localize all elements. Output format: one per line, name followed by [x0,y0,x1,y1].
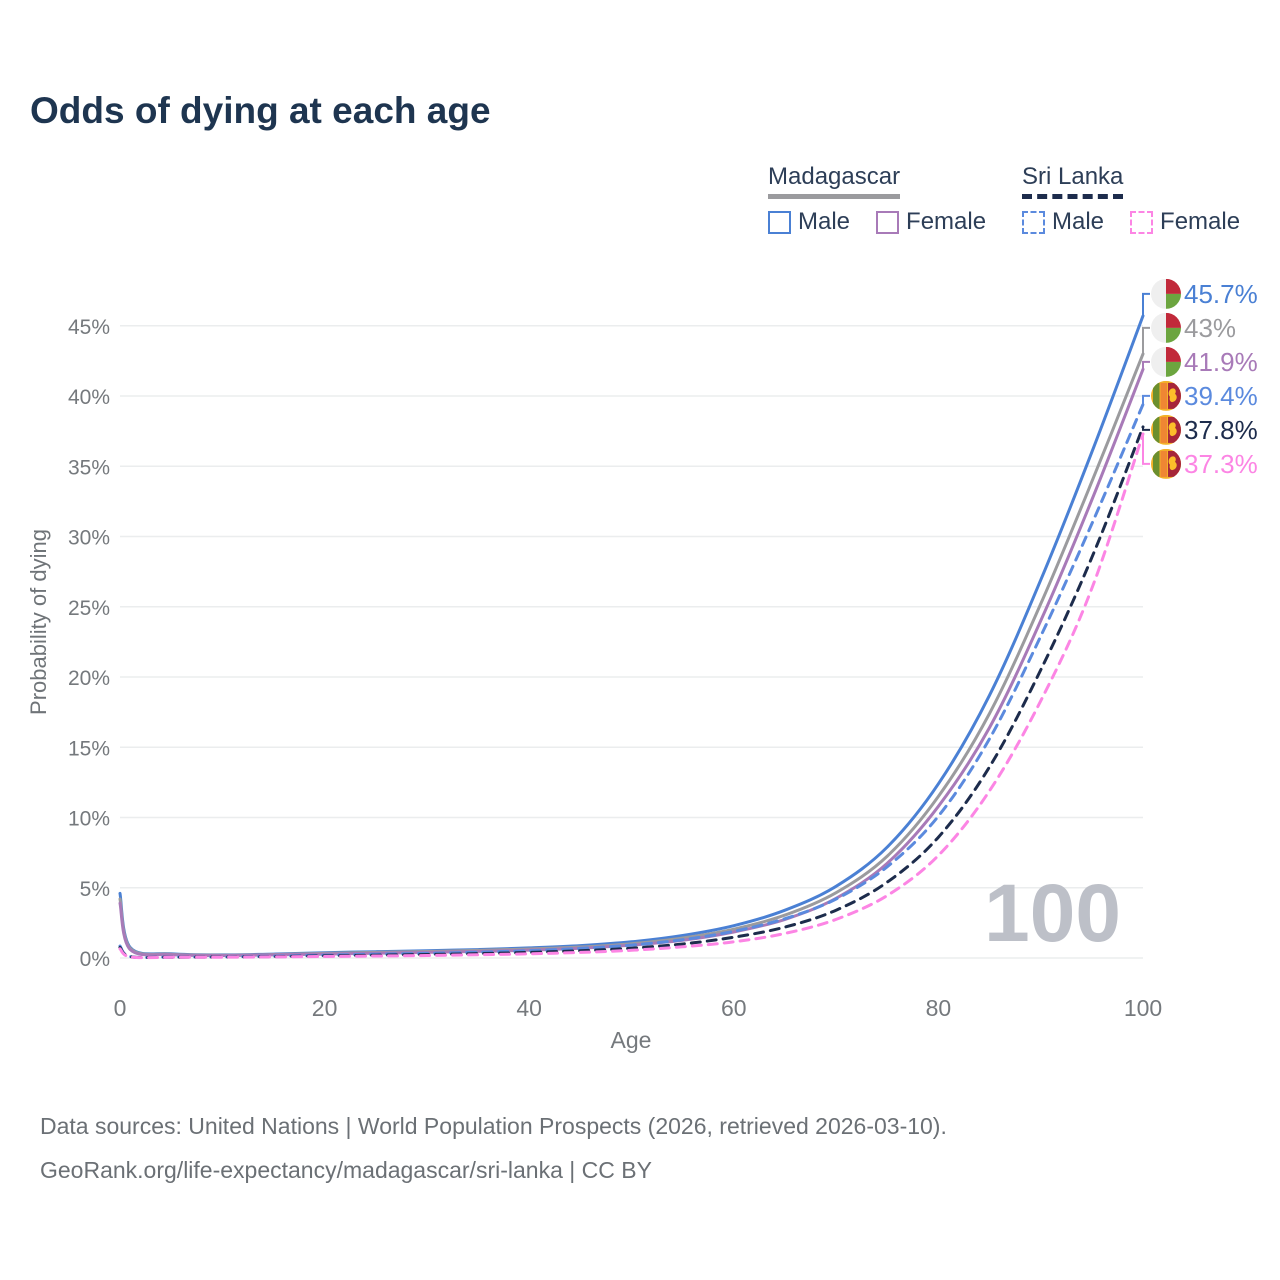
x-tick-label: 100 [1124,995,1162,1021]
y-tick-label: 5% [80,878,110,901]
y-tick-label: 10% [68,808,110,831]
y-tick-label: 20% [68,667,110,690]
legend-item-label: Male [798,208,851,235]
leader-line [1142,433,1150,465]
y-tick-label: 0% [80,948,110,971]
sri-lanka-flag-icon [1151,381,1181,411]
x-tick-label: 60 [721,995,747,1021]
axis-labels: 0% 5% 10% 15% 20% 25% 30% 35% 40% 45% 0 20 40 60 80 100 [68,316,1162,1021]
sri-lanka-female-swatch-icon [1130,210,1154,234]
line-madagascar-both-sexes[interactable] [118,352,1145,957]
madagascar-flag-icon [1151,279,1181,309]
legend-group-madagascar: Madagascar Male Female [768,163,986,236]
end-value-label-madagascar-both-sexes: 43% [1184,313,1236,343]
y-tick-label: 25% [68,597,110,620]
leader-line [1142,360,1150,370]
x-tick-label: 20 [312,995,338,1021]
legend-group-sri-lanka: Sri Lanka Male Female [1022,163,1240,236]
madagascar-flag-icon [1151,313,1181,343]
madagascar-flag-icon [1151,347,1181,377]
end-value-label-sri-lanka-female: 37.3% [1184,449,1258,479]
legend-item-label: Female [906,208,987,235]
legend-item-sri-lanka-male[interactable]: Male [1022,208,1104,236]
end-value-label-madagascar-female: 41.9% [1184,347,1258,377]
sri-lanka-flag-icon [1151,415,1181,445]
madagascar-male-swatch-icon [768,210,791,234]
sri-lanka-flag-icon [1151,449,1181,479]
x-tick-label: 40 [516,995,542,1021]
x-tick-label: 0 [114,995,127,1021]
attribution-line: GeoRank.org/life-expectancy/madagascar/s… [40,1157,652,1183]
legend-country-sri-lanka: Sri Lanka [1022,163,1124,199]
legend-country-madagascar: Madagascar [768,163,901,199]
page-title: Odds of dying at each age [30,90,491,131]
series-lines [118,314,1145,960]
y-axis-title: Probability of dying [26,529,51,715]
end-value-label-sri-lanka-both-sexes: 37.8% [1184,415,1258,445]
y-tick-label: 40% [68,386,110,409]
legend-item-label: Female [1160,208,1241,235]
line-madagascar-male[interactable] [118,314,1145,957]
x-tick-label: 80 [926,995,952,1021]
sri-lanka-male-swatch-icon [1022,210,1045,234]
y-tick-label: 45% [68,316,110,339]
legend-item-madagascar-male[interactable]: Male [768,208,850,236]
line-sri-lanka-female[interactable] [118,432,1145,960]
data-sources-line: Data sources: United Nations | World Pop… [40,1113,947,1139]
legend-item-madagascar-female[interactable]: Female [876,208,986,236]
madagascar-female-swatch-icon [876,210,900,234]
footer: Data sources: United Nations | World Pop… [40,1104,947,1192]
leader-line [1142,426,1150,431]
y-tick-label: 30% [68,527,110,550]
end-value-label-sri-lanka-male: 39.4% [1184,381,1258,411]
legend-item-label: Male [1052,208,1105,235]
leader-line [1142,292,1150,316]
legend-row-sri-lanka: Male Female [1022,208,1240,236]
legend-row-madagascar: Male Female [768,208,986,236]
gridlines [120,325,1143,959]
age-watermark: 100 [984,868,1121,959]
leader-line [1142,326,1150,354]
y-tick-label: 15% [68,737,110,760]
end-annotations: 45.7% 43% 41.9% 39.4% 37.8% 37.3% [1142,278,1258,479]
y-tick-label: 35% [68,456,110,479]
x-axis-title: Age [611,1027,652,1053]
leader-line [1142,394,1150,405]
end-value-label-madagascar-male: 45.7% [1184,279,1258,309]
legend-item-sri-lanka-female[interactable]: Female [1130,208,1240,236]
